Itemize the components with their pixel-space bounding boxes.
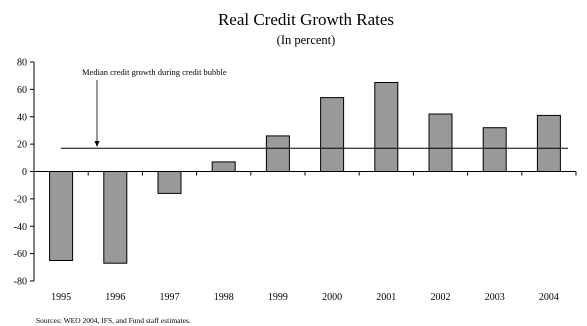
x-tick-label: 1996 <box>105 292 125 303</box>
x-tick-label: 2002 <box>431 292 451 303</box>
bar-1995 <box>49 171 74 261</box>
bar-2002 <box>428 113 453 172</box>
median-line-label: Median credit growth during credit bubbl… <box>82 67 227 77</box>
y-tick-label: 20 <box>17 140 27 151</box>
x-tick-label: 1999 <box>268 292 288 303</box>
x-tick-label: 1997 <box>160 292 180 303</box>
chart-subtitle: (In percent) <box>277 33 336 47</box>
bars <box>49 82 561 264</box>
source-note: Sources: WEO 2004, IFS, and Fund staff e… <box>36 316 191 325</box>
bar-2004 <box>536 114 561 172</box>
bar-1996 <box>103 171 128 264</box>
x-tick-label: 1995 <box>51 292 71 303</box>
axes <box>30 61 577 282</box>
y-tick-label: 80 <box>17 58 27 69</box>
y-tick-label: 60 <box>17 85 27 96</box>
bar-1998 <box>211 161 236 172</box>
chart-title: Real Credit Growth Rates <box>218 10 394 29</box>
x-tick-label: 2004 <box>539 292 559 303</box>
bar-1999 <box>265 135 290 172</box>
bar-2003 <box>482 127 507 172</box>
median-arrowhead <box>94 141 100 147</box>
y-tick-label: -60 <box>14 249 27 260</box>
y-tick-label: 40 <box>17 112 27 123</box>
y-tick-labels: 80 60 40 20 0 -20 -40 -60 -80 <box>14 58 27 288</box>
y-tick-label: 0 <box>22 167 27 178</box>
bar-2000 <box>320 97 345 172</box>
x-tick-label: 1998 <box>214 292 234 303</box>
bar-1997 <box>157 171 182 194</box>
x-tick-label: 2003 <box>485 292 505 303</box>
x-tick-labels: 1995 1996 1997 1998 1999 2000 2001 2002 2003 2004 <box>51 292 559 303</box>
y-tick-label: -20 <box>14 194 27 205</box>
y-tick-label: -80 <box>14 277 27 288</box>
x-tick-label: 2001 <box>376 292 396 303</box>
y-tick-label: -40 <box>14 222 27 233</box>
bar-2001 <box>374 82 399 172</box>
x-tick-label: 2000 <box>322 292 342 303</box>
